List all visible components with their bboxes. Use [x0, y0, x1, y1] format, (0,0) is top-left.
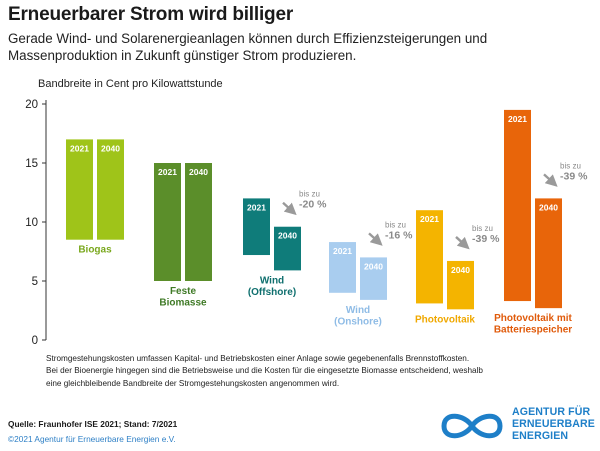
infinity-logo-icon: [441, 413, 503, 439]
logo-line: ENERGIEN: [512, 429, 569, 442]
category-label: Wind: [260, 275, 284, 286]
footnote: Stromgestehungskosten umfassen Kapital- …: [46, 353, 586, 390]
reduction-arrow: [543, 173, 558, 187]
chart-title: Erneuerbarer Strom wird billiger: [8, 4, 294, 25]
bar-year-label: 2040: [278, 231, 297, 241]
footnote-line: Bei der Bioenergie hingegen sind die Bet…: [46, 366, 483, 376]
range-bar-2040: [447, 260, 474, 310]
category-label: Biomasse: [159, 298, 207, 309]
range-bar-2021: [154, 163, 181, 281]
logo-wordmark: AGENTUR FÜR ERNEUERBARE ENERGIEN: [512, 406, 595, 442]
range-bar-2040: [535, 198, 562, 309]
y-tick-label: 5: [32, 276, 38, 288]
range-bar-chart: 0 5 10 15 20 2021 2040 Biogas 2021 2040 FesteBioma…: [25, 99, 588, 347]
y-tick-label: 15: [25, 158, 38, 170]
y-tick-label: 20: [25, 99, 38, 111]
aee-logo: AGENTUR FÜR ERNEUERBARE ENERGIEN: [436, 406, 596, 446]
footnote-line: eine gleichbleibende Bandbreite der Stro…: [46, 378, 340, 388]
bar-year-label: 2040: [189, 167, 208, 177]
range-bar-2040: [360, 257, 387, 300]
category-label: Photovoltaik mit: [494, 313, 572, 324]
reduction-value: -20 %: [299, 199, 327, 211]
category-label: Feste: [170, 286, 197, 297]
source-note: Quelle: Fraunhofer ISE 2021; Stand: 7/20…: [8, 419, 178, 429]
bar-year-label: 2021: [247, 202, 266, 212]
reduction-prefix: bis zu: [385, 220, 406, 229]
bar-year-label: 2021: [333, 246, 352, 256]
category-label: Photovoltaik: [415, 314, 475, 325]
logo-line: ERNEUERBARE: [512, 417, 595, 430]
bar-year-label: 2040: [101, 143, 120, 153]
footnote-line: Stromgestehungskosten umfassen Kapital- …: [46, 354, 470, 363]
reduction-arrow: [282, 201, 297, 216]
bar-year-label: 2021: [508, 114, 527, 124]
category-label: Wind: [346, 305, 370, 316]
reduction-value: -16 %: [385, 229, 413, 241]
category-label: (Offshore): [248, 287, 296, 298]
chart-subtitle: Gerade Wind- und Solarenergieanlagen kön…: [8, 31, 488, 63]
bar-year-label: 2040: [539, 202, 558, 212]
y-tick-label: 0: [32, 335, 38, 347]
range-bar-2040: [185, 163, 212, 281]
range-bar-2021: [66, 139, 93, 240]
reduction-arrow: [368, 232, 383, 246]
category-label: (Onshore): [334, 316, 382, 327]
range-bar-2021: [504, 109, 531, 302]
reduction-prefix: bis zu: [472, 224, 493, 233]
logo-line: AGENTUR FÜR: [512, 406, 591, 418]
reduction-value: -39 %: [472, 233, 500, 245]
bar-year-label: 2021: [70, 143, 89, 153]
range-bar-2021: [416, 210, 443, 304]
bar-year-label: 2021: [420, 214, 439, 224]
bar-year-label: 2040: [451, 265, 470, 275]
range-bar-2040: [97, 139, 124, 240]
range-bar-2021: [243, 198, 270, 256]
reduction-prefix: bis zu: [299, 190, 320, 199]
range-bar-2021: [329, 242, 356, 293]
y-tick-label: 10: [25, 217, 38, 229]
range-bar-2040: [274, 226, 301, 271]
category-label: Biogas: [78, 245, 112, 256]
reduction-value: -39 %: [560, 170, 588, 182]
reduction-prefix: bis zu: [560, 161, 581, 170]
bar-year-label: 2021: [158, 167, 177, 177]
bar-year-label: 2040: [364, 261, 383, 271]
reduction-arrow: [455, 236, 470, 250]
copyright-note: ©2021 Agentur für Erneuerbare Energien e…: [8, 434, 176, 444]
category-label: Batteriespeicher: [494, 325, 572, 336]
y-axis-unit-label: Bandbreite in Cent pro Kilowattstunde: [38, 78, 223, 90]
